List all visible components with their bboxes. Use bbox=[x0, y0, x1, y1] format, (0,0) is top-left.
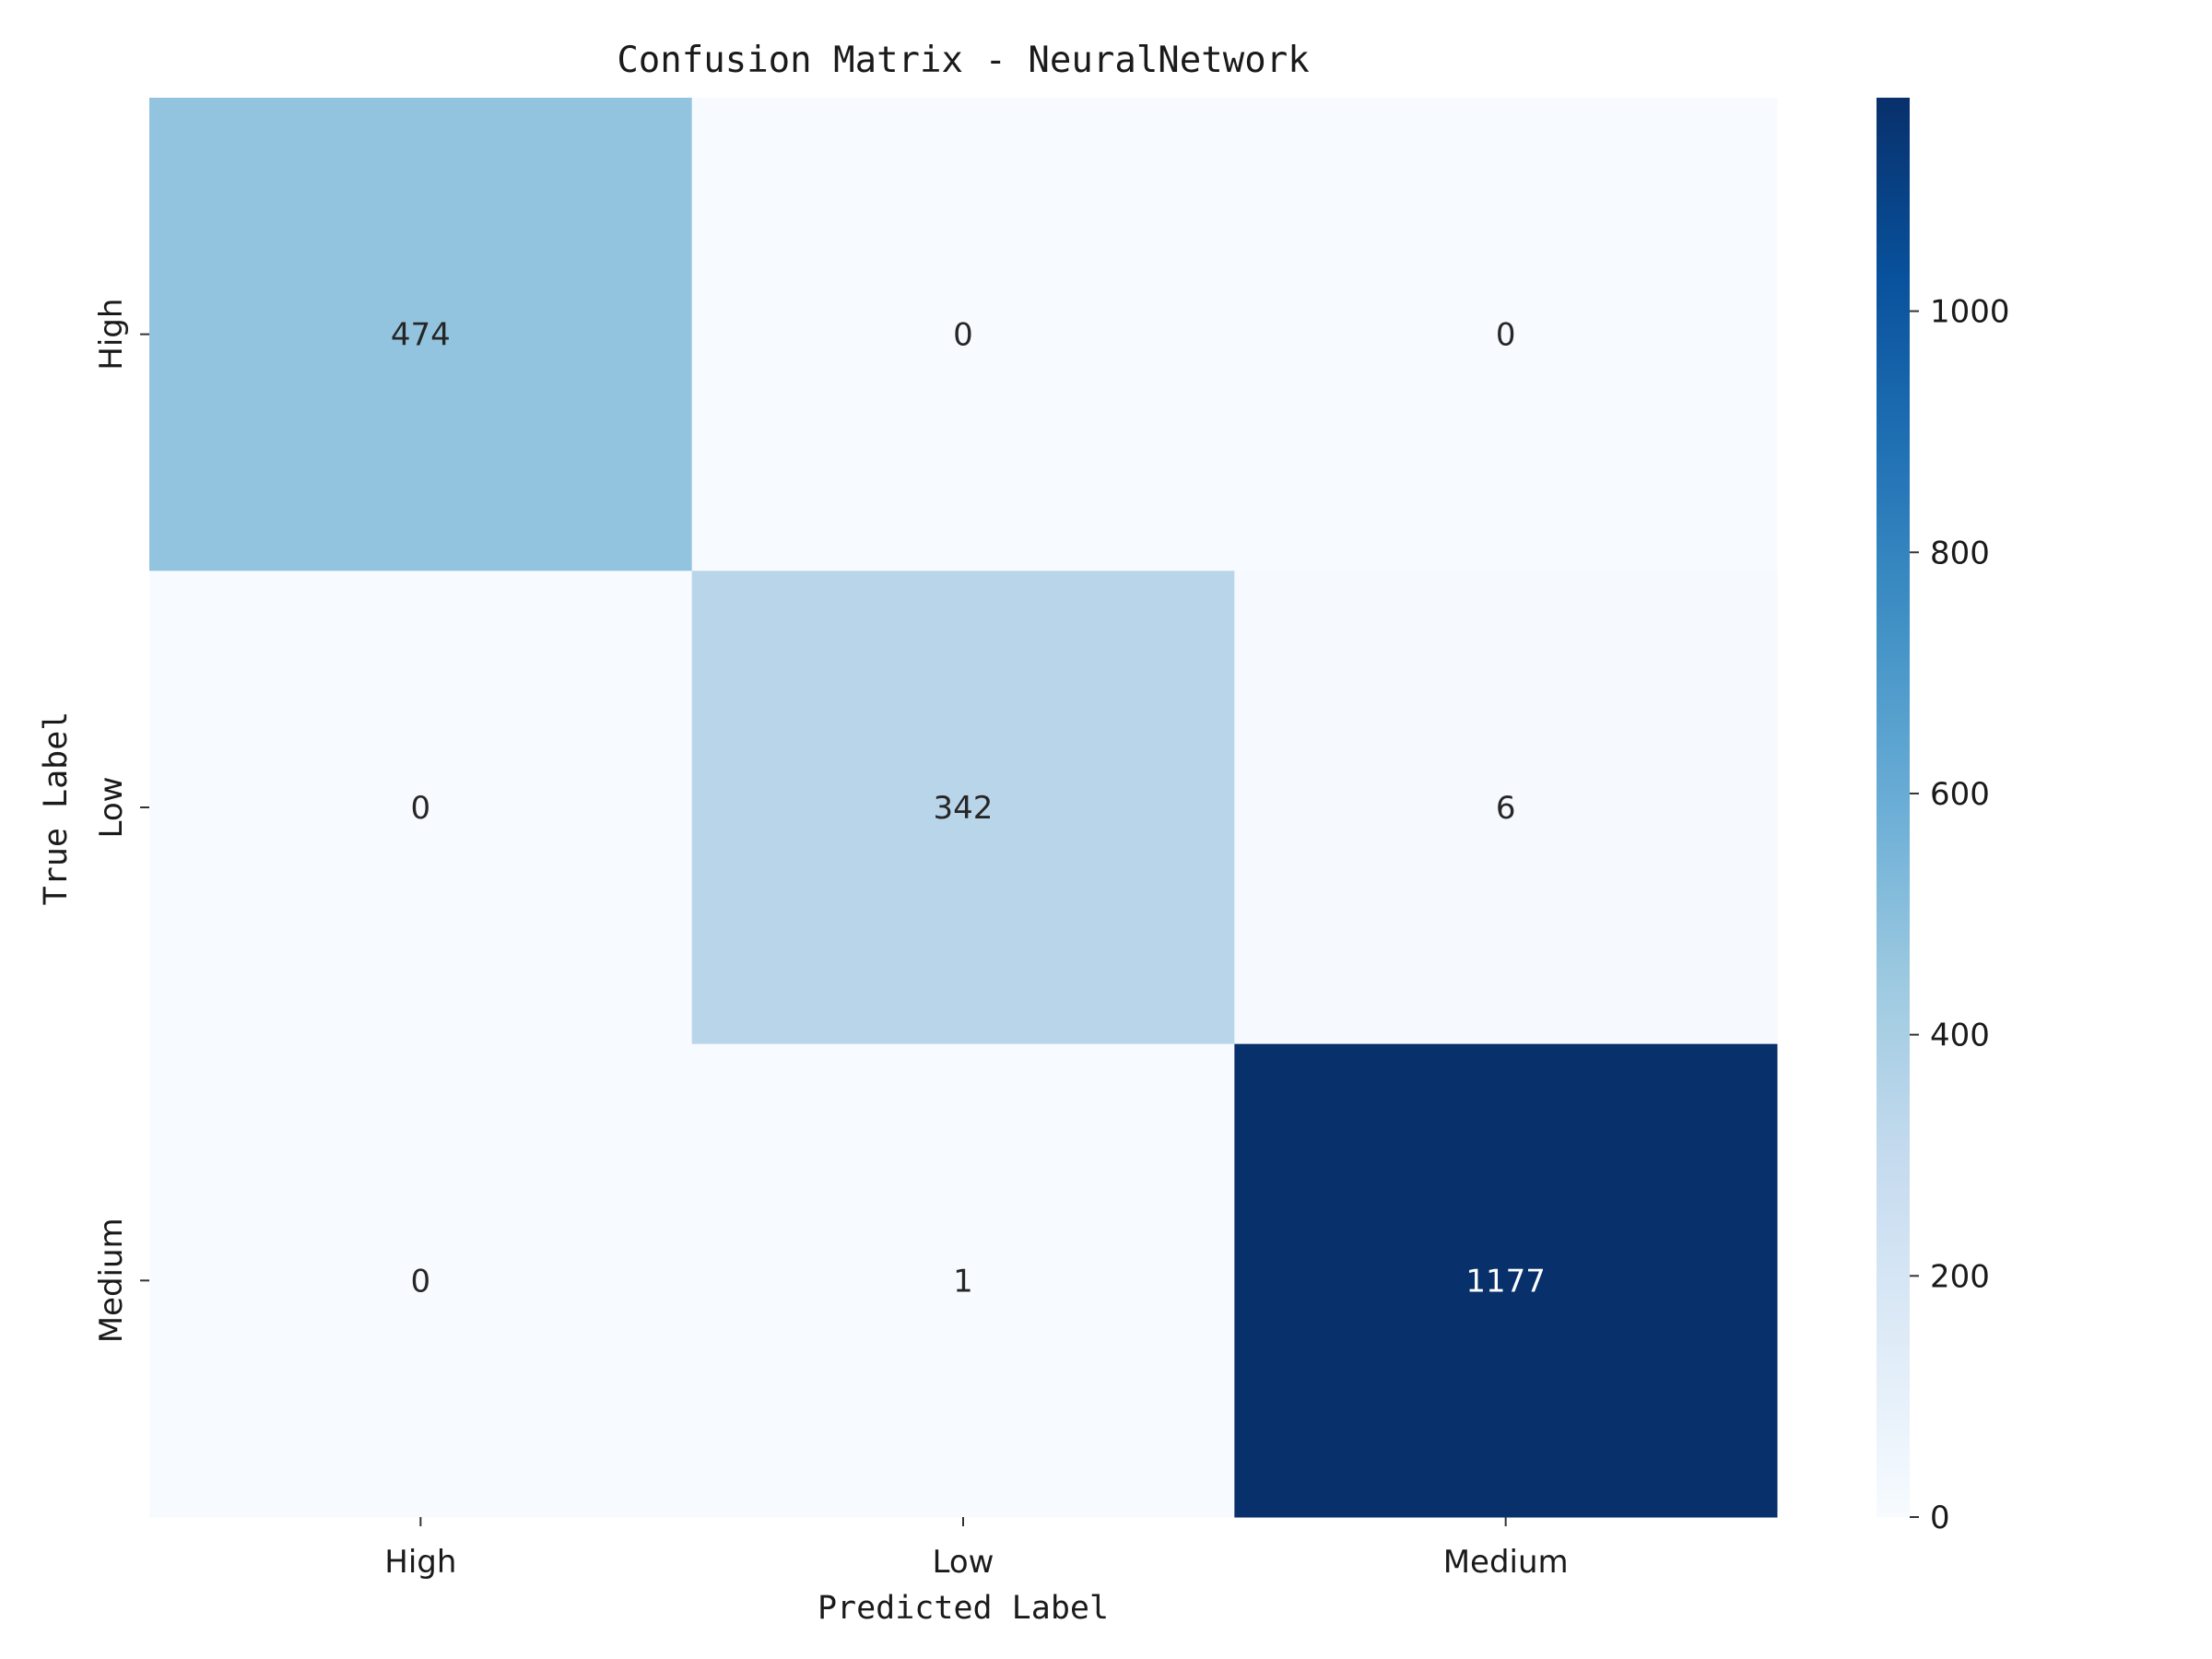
x-tick-label: Low bbox=[933, 1544, 994, 1581]
heatmap-cell-high-medium bbox=[1234, 98, 1778, 571]
heatmap-cell-value: 0 bbox=[1496, 317, 1516, 354]
heatmap-cell-value: 1 bbox=[953, 1263, 973, 1300]
heatmap-cells bbox=[149, 98, 1778, 1518]
heatmap-cell-low-low bbox=[691, 571, 1235, 1045]
colorbar-tick-label: 0 bbox=[1930, 1500, 1950, 1536]
heatmap-cell-high-high bbox=[149, 98, 693, 571]
colorbar-tick-label: 400 bbox=[1930, 1018, 1990, 1054]
heatmap-cell-value: 0 bbox=[953, 317, 973, 354]
colorbar-tick-label: 1000 bbox=[1930, 294, 2010, 331]
colorbar bbox=[1877, 98, 1910, 1517]
heatmap-cell-value: 0 bbox=[411, 1263, 431, 1300]
heatmap-cell-medium-high bbox=[149, 1043, 693, 1518]
colorbar-tick-label: 600 bbox=[1930, 776, 1990, 813]
y-tick-label: High bbox=[93, 299, 130, 371]
colorbar-ticks: 0 200 400 600 800 1000 bbox=[1910, 294, 2010, 1536]
y-tick-label: Low bbox=[93, 777, 130, 839]
chart-title: Confusion Matrix - NeuralNetwork bbox=[617, 40, 1309, 81]
heatmap-cell-medium-medium bbox=[1234, 1043, 1778, 1518]
x-tick-label: Medium bbox=[1443, 1544, 1569, 1581]
x-tick-label: High bbox=[384, 1544, 456, 1581]
heatmap-cell-value: 342 bbox=[934, 790, 994, 827]
heatmap-cell-high-low bbox=[691, 98, 1235, 571]
colorbar-tick-label: 200 bbox=[1930, 1258, 1990, 1295]
y-tick-label: Medium bbox=[93, 1218, 130, 1343]
y-axis-ticks: High Low Medium bbox=[93, 299, 149, 1343]
colorbar-tick-label: 800 bbox=[1930, 535, 1990, 571]
heatmap-cell-low-medium bbox=[1234, 571, 1778, 1045]
heatmap-cell-medium-low bbox=[691, 1043, 1235, 1518]
heatmap-cell-low-high bbox=[149, 571, 693, 1045]
heatmap-cell-value: 0 bbox=[411, 790, 431, 827]
x-axis-label: Predicted Label bbox=[818, 1590, 1109, 1627]
heatmap-cell-labels: 474 0 0 0 342 6 0 1 1177 bbox=[391, 317, 1546, 1300]
heatmap-cell-value: 474 bbox=[391, 317, 451, 354]
y-axis-label: True Label bbox=[38, 712, 75, 906]
heatmap-cell-value: 6 bbox=[1496, 790, 1516, 827]
x-axis-ticks: High Low Medium bbox=[384, 1517, 1569, 1581]
heatmap-cell-value: 1177 bbox=[1465, 1263, 1546, 1300]
